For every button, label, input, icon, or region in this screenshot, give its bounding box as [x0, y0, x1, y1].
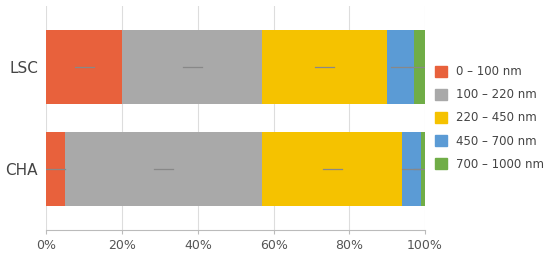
Bar: [421, 132, 425, 206]
Bar: [46, 30, 122, 104]
Bar: [262, 30, 387, 104]
Bar: [387, 30, 414, 104]
Legend: 0 – 100 nm, 100 – 220 nm, 220 – 450 nm, 450 – 700 nm, 700 – 1000 nm: 0 – 100 nm, 100 – 220 nm, 220 – 450 nm, …: [434, 66, 544, 171]
Bar: [122, 30, 262, 104]
Bar: [402, 132, 421, 206]
Bar: [262, 132, 402, 206]
Bar: [46, 132, 65, 206]
Bar: [65, 132, 262, 206]
Bar: [414, 30, 425, 104]
